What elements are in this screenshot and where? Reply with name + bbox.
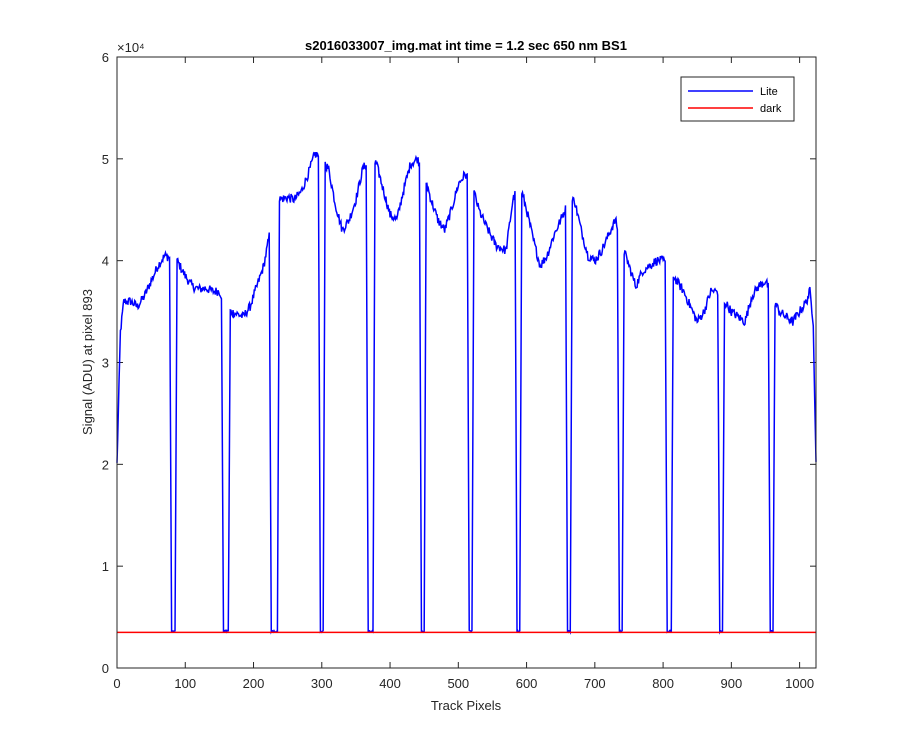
chart-title: s2016033007_img.mat int time = 1.2 sec 6… bbox=[305, 38, 627, 53]
plot-area bbox=[117, 57, 816, 668]
plot-frame bbox=[116, 56, 817, 669]
x-tick-label: 800 bbox=[652, 676, 674, 691]
x-tick-label: 500 bbox=[447, 676, 469, 691]
y-tick-label: 3 bbox=[102, 356, 109, 371]
y-tick-label: 0 bbox=[102, 661, 109, 676]
x-tick-label: 700 bbox=[584, 676, 606, 691]
legend-box bbox=[680, 76, 795, 122]
x-axis-label: Track Pixels bbox=[431, 698, 502, 713]
x-tick-label: 200 bbox=[243, 676, 265, 691]
x-tick-label: 300 bbox=[311, 676, 333, 691]
x-tick-label: 1000 bbox=[785, 676, 814, 691]
y-tick-label: 2 bbox=[102, 457, 109, 472]
x-tick-label: 900 bbox=[721, 676, 743, 691]
y-tick-label: 5 bbox=[102, 152, 109, 167]
series-line-lite bbox=[116, 151, 817, 635]
y-tick-label: 4 bbox=[102, 254, 109, 269]
x-tick-label: 100 bbox=[174, 676, 196, 691]
legend: Lite dark bbox=[680, 76, 795, 122]
y-axis-label: Signal (ADU) at pixel 893 bbox=[80, 289, 95, 435]
x-tick-label: 400 bbox=[379, 676, 401, 691]
x-axis-ticks: 0 100 200 300 400 500 600 700 800 900 1000 bbox=[113, 57, 814, 691]
x-tick-label: 600 bbox=[516, 676, 538, 691]
y-tick-label: 1 bbox=[102, 559, 109, 574]
y-exponent-label: ×10⁴ bbox=[117, 40, 145, 55]
x-tick-label: 0 bbox=[113, 676, 120, 691]
series-layer bbox=[116, 151, 817, 635]
y-tick-label: 6 bbox=[102, 50, 109, 65]
legend-label-dark: dark bbox=[760, 103, 782, 115]
legend-label-lite: Lite bbox=[760, 86, 778, 98]
